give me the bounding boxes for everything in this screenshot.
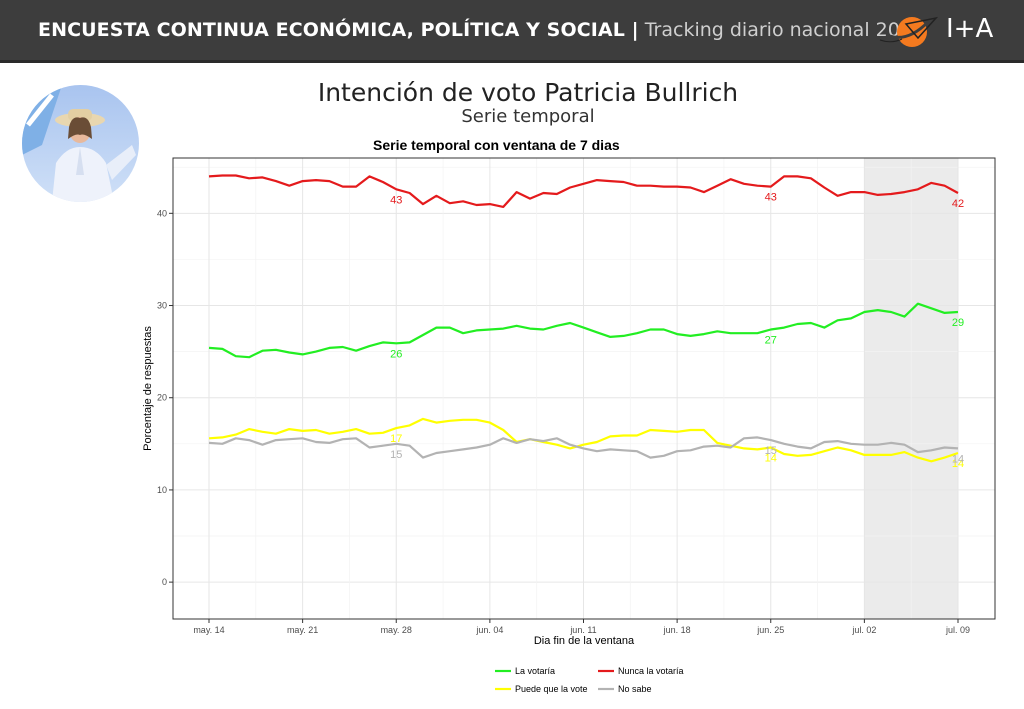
y-tick-label: 0 bbox=[162, 577, 167, 587]
x-tick-label: jun. 25 bbox=[756, 625, 784, 635]
chart-title: Serie temporal con ventana de 7 dias bbox=[373, 137, 620, 153]
y-tick-label: 10 bbox=[157, 485, 167, 495]
y-tick-label: 40 bbox=[157, 208, 167, 218]
x-tick-label: may. 28 bbox=[381, 625, 412, 635]
x-tick-label: jun. 11 bbox=[569, 625, 596, 635]
data-label: 27 bbox=[765, 334, 777, 346]
header-title: ENCUESTA CONTINUA ECONÓMICA, POLÍTICA Y … bbox=[38, 19, 912, 41]
brand-logo-icon bbox=[879, 16, 939, 47]
data-label: 14 bbox=[952, 458, 964, 470]
header-bar bbox=[0, 0, 1024, 60]
brand-logo-text: I+A bbox=[946, 14, 994, 44]
data-label: 43 bbox=[390, 194, 402, 206]
header-title-bold: ENCUESTA CONTINUA ECONÓMICA, POLÍTICA Y … bbox=[38, 19, 639, 41]
data-label: 14 bbox=[952, 453, 964, 465]
y-axis-label: Porcentaje de respuestas bbox=[142, 326, 154, 451]
data-label: 17 bbox=[390, 433, 402, 445]
y-tick-label: 30 bbox=[157, 301, 167, 311]
legend-label: Nunca la votaría bbox=[618, 666, 684, 676]
legend-label: Puede que la vote bbox=[515, 684, 588, 694]
header-title-light: Tracking diario nacional 202 bbox=[644, 19, 912, 41]
plot-border bbox=[172, 157, 996, 620]
x-tick-label: jul. 09 bbox=[945, 625, 970, 635]
x-tick-label: may. 14 bbox=[193, 625, 224, 635]
x-tick-label: may. 21 bbox=[287, 625, 318, 635]
data-label: 43 bbox=[765, 192, 777, 204]
header-divider bbox=[0, 60, 1024, 63]
series-line bbox=[208, 302, 959, 359]
data-label: 26 bbox=[390, 348, 402, 360]
page-title: Intención de voto Patricia Bullrich bbox=[317, 78, 739, 107]
series-line bbox=[208, 417, 959, 463]
page-subtitle: Serie temporal bbox=[461, 106, 595, 127]
x-tick-label: jun. 18 bbox=[663, 625, 691, 635]
x-axis-label: Dia fin de la ventana bbox=[534, 635, 635, 647]
series-line bbox=[208, 436, 959, 459]
y-tick-label: 20 bbox=[157, 393, 167, 403]
data-label: 15 bbox=[390, 449, 402, 461]
candidate-photo bbox=[22, 85, 139, 202]
series-line bbox=[208, 174, 959, 208]
data-label: 29 bbox=[952, 317, 964, 329]
data-label: 14 bbox=[765, 453, 777, 465]
data-label: 42 bbox=[952, 198, 964, 210]
legend-label: La votaría bbox=[515, 666, 555, 676]
legend-label: No sabe bbox=[618, 684, 652, 694]
x-tick-label: jul. 02 bbox=[851, 625, 876, 635]
data-label: 15 bbox=[765, 445, 777, 457]
x-tick-label: jun. 04 bbox=[475, 625, 503, 635]
